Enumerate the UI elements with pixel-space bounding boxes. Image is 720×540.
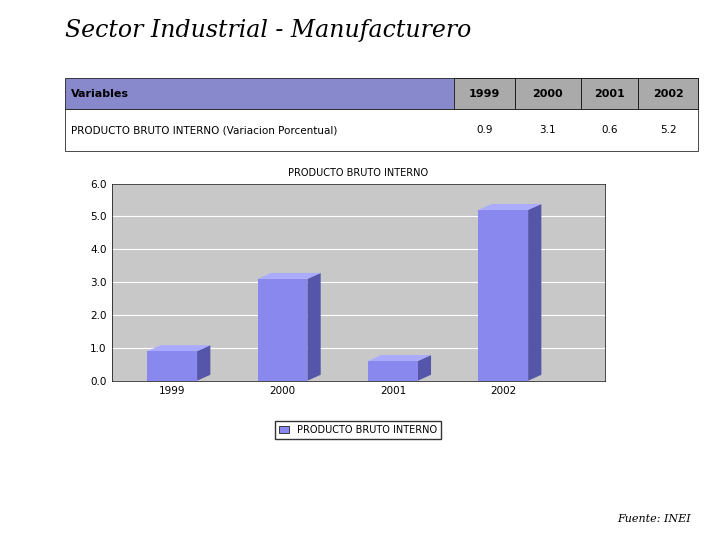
Polygon shape xyxy=(307,273,320,381)
Text: 2001: 2001 xyxy=(594,89,625,99)
Bar xyxy=(368,361,418,381)
Polygon shape xyxy=(528,204,541,381)
Text: PRODUCTO BRUTO INTERNO: PRODUCTO BRUTO INTERNO xyxy=(288,168,428,178)
Text: 0.9: 0.9 xyxy=(477,125,492,135)
Text: Sector Industrial - Manufacturero: Sector Industrial - Manufacturero xyxy=(65,19,471,42)
Bar xyxy=(65,78,698,109)
Bar xyxy=(581,78,638,109)
Bar xyxy=(454,78,515,109)
Text: 3.1: 3.1 xyxy=(539,125,557,135)
Polygon shape xyxy=(197,345,210,381)
Bar xyxy=(148,351,197,381)
Bar xyxy=(515,78,581,109)
Bar xyxy=(479,210,528,381)
Polygon shape xyxy=(148,345,210,351)
Legend: PRODUCTO BRUTO INTERNO: PRODUCTO BRUTO INTERNO xyxy=(276,421,441,439)
Polygon shape xyxy=(418,355,431,381)
Text: Fuente: INEI: Fuente: INEI xyxy=(618,514,691,524)
Text: 2000: 2000 xyxy=(533,89,563,99)
Text: 0.6: 0.6 xyxy=(601,125,618,135)
Polygon shape xyxy=(258,273,320,279)
Text: 5.2: 5.2 xyxy=(660,125,677,135)
Text: 2002: 2002 xyxy=(653,89,684,99)
Polygon shape xyxy=(479,204,541,210)
Bar xyxy=(638,78,698,109)
Text: 1999: 1999 xyxy=(469,89,500,99)
Text: Variables: Variables xyxy=(71,89,129,99)
Polygon shape xyxy=(368,355,431,361)
Bar xyxy=(258,279,307,381)
Bar xyxy=(65,109,698,151)
Text: PRODUCTO BRUTO INTERNO (Variacion Porcentual): PRODUCTO BRUTO INTERNO (Variacion Porcen… xyxy=(71,125,338,135)
